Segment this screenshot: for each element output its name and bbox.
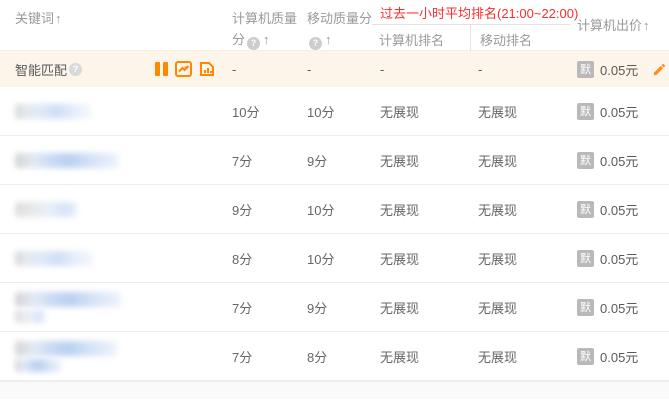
computer-rank-value: 无展现	[380, 251, 420, 267]
column-header-mobile-rank[interactable]: 移动排名	[470, 25, 570, 51]
mobile-rank-value: -	[478, 61, 483, 77]
table-footer-strip	[0, 381, 669, 399]
computer-rank-value: 无展现	[380, 349, 420, 365]
default-bid-badge: 默	[577, 347, 594, 365]
mobile-rank-value: 无展现	[478, 349, 518, 365]
mobile-quality-value: 9分	[307, 153, 328, 169]
default-bid-badge: 默	[577, 151, 594, 169]
rank-group-title: 过去一小时平均排名(21:00~22:00)	[372, 4, 578, 25]
sort-asc-icon[interactable]: ↑	[263, 32, 270, 47]
table-row[interactable]: 10分 10分 无展现 无展现 默 0.05元	[0, 87, 669, 136]
redacted-keyword	[15, 152, 119, 168]
sort-asc-icon[interactable]: ↑	[55, 11, 62, 26]
bid-value: 0.05元	[600, 202, 639, 218]
column-header-computer-rank[interactable]: 计算机排名	[379, 33, 445, 48]
computer-quality-value: -	[232, 61, 237, 77]
default-bid-badge: 默	[577, 102, 594, 120]
mobile-quality-value: 10分	[307, 251, 335, 267]
table-row[interactable]: 8分 10分 无展现 无展现 默 0.05元	[0, 234, 669, 283]
bid-value: 0.05元	[600, 300, 639, 316]
computer-rank-value: -	[380, 61, 385, 77]
bar-chart-icon[interactable]	[199, 61, 215, 77]
column-header-computer-quality[interactable]: 计算机质量分? ↑	[225, 0, 300, 51]
table-row[interactable]: 7分 9分 无展现 无展现 默 0.05元	[0, 283, 669, 332]
redacted-keyword	[15, 340, 117, 372]
computer-rank-value: 无展现	[380, 104, 420, 120]
smart-match-row: 智能匹配 ? - - - - 默 0.05元	[0, 51, 669, 87]
smart-row-actions	[155, 61, 215, 77]
help-icon[interactable]: ?	[69, 62, 83, 76]
column-header-keyword[interactable]: 关键词↑	[0, 0, 225, 51]
mobile-quality-value: 10分	[307, 202, 335, 218]
computer-quality-value: 9分	[232, 202, 253, 218]
column-header-computer-bid[interactable]: 计算机出价↑	[570, 15, 669, 36]
redacted-keyword	[15, 291, 121, 323]
redacted-keyword	[15, 250, 93, 266]
table-header: 关键词↑ 计算机质量分? ↑ 移动质量分? ↑ 过去一小时平均排名(21:00~22…	[0, 0, 669, 51]
table-row[interactable]: 9分 10分 无展现 无展现 默 0.05元	[0, 185, 669, 234]
computer-quality-value: 7分	[232, 349, 253, 365]
sort-asc-icon[interactable]: ↑	[643, 18, 650, 33]
help-icon[interactable]: ?	[247, 37, 261, 50]
computer-quality-value: 7分	[232, 300, 253, 316]
computer-quality-value: 8分	[232, 251, 253, 267]
mobile-rank-value: 无展现	[478, 300, 518, 316]
mobile-rank-value: 无展现	[478, 153, 518, 169]
edit-bid-icon[interactable]	[652, 62, 667, 77]
mobile-quality-header-label: 移动质量分	[307, 11, 373, 26]
bid-value: 0.05元	[600, 62, 639, 78]
pause-icon[interactable]	[155, 62, 168, 76]
default-bid-badge: 默	[577, 60, 594, 78]
redacted-keyword	[15, 103, 91, 119]
bid-value: 0.05元	[600, 153, 639, 169]
mobile-rank-value: 无展现	[478, 251, 518, 267]
redacted-keyword	[15, 201, 77, 217]
computer-rank-value: 无展现	[380, 153, 420, 169]
computer-quality-value: 7分	[232, 153, 253, 169]
computer-rank-value: 无展现	[380, 300, 420, 316]
bid-value: 0.05元	[600, 251, 639, 267]
column-header-mobile-quality[interactable]: 移动质量分? ↑	[300, 0, 372, 51]
mobile-rank-value: 无展现	[478, 104, 518, 120]
sort-asc-icon[interactable]: ↑	[325, 32, 332, 47]
computer-rank-value: 无展现	[380, 202, 420, 218]
table-row[interactable]: 7分 9分 无展现 无展现 默 0.05元	[0, 136, 669, 185]
default-bid-badge: 默	[577, 298, 594, 316]
mobile-quality-value: 9分	[307, 300, 328, 316]
bid-value: 0.05元	[600, 349, 639, 365]
mobile-quality-value: -	[307, 61, 312, 77]
rank-group-header: 过去一小时平均排名(21:00~22:00) 计算机排名 移动排名	[372, 0, 578, 51]
computer-quality-header-label: 计算机质量分	[232, 11, 298, 47]
default-bid-badge: 默	[577, 200, 594, 218]
mobile-quality-value: 10分	[307, 104, 335, 120]
trend-chart-icon[interactable]	[175, 61, 192, 77]
table-row[interactable]: 7分 8分 无展现 无展现 默 0.05元	[0, 332, 669, 381]
bid-value: 0.05元	[600, 104, 639, 120]
smart-match-label: 智能匹配	[15, 62, 68, 78]
default-bid-badge: 默	[577, 249, 594, 267]
computer-quality-value: 10分	[232, 104, 260, 120]
rank-subheader: 计算机排名 移动排名	[372, 25, 570, 51]
help-icon[interactable]: ?	[309, 37, 322, 50]
computer-bid-header-label: 计算机出价	[577, 18, 643, 33]
keyword-header-label: 关键词	[15, 11, 55, 26]
mobile-quality-value: 8分	[307, 349, 328, 365]
mobile-rank-value: 无展现	[478, 202, 518, 218]
